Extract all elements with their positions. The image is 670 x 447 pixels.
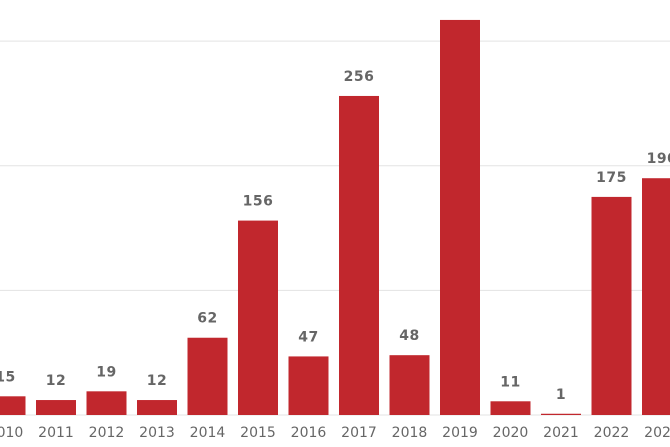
x-tick-label: 2015 — [240, 425, 276, 441]
data-label: 12 — [46, 373, 66, 389]
bar — [36, 400, 76, 415]
x-tick-label: 2010 — [0, 425, 23, 441]
x-tick-label: 2016 — [291, 425, 327, 441]
data-label: 62 — [197, 311, 217, 327]
bar — [541, 413, 581, 415]
bar — [440, 19, 480, 415]
bar — [490, 401, 531, 415]
data-label: 1 — [556, 387, 566, 403]
bar — [339, 95, 379, 415]
data-label: 256 — [344, 69, 375, 85]
x-tick-label: 2023 — [644, 425, 670, 441]
bar — [389, 355, 430, 415]
data-label: 19 — [96, 364, 116, 380]
bar — [86, 391, 127, 415]
x-tick-label: 2011 — [38, 425, 74, 441]
data-label: 48 — [399, 328, 419, 344]
data-label: 15 — [0, 369, 16, 385]
bar — [238, 220, 278, 415]
x-tick-label: 2019 — [442, 425, 478, 441]
x-tick-label: 2013 — [139, 425, 175, 441]
bar — [187, 337, 228, 415]
bar — [591, 196, 632, 415]
x-tick-label: 2014 — [190, 425, 226, 441]
data-label: 175 — [596, 170, 627, 186]
bar — [0, 396, 26, 415]
x-tick-label: 2021 — [543, 425, 579, 441]
x-tick-label: 2012 — [89, 425, 125, 441]
x-tick-label: 2022 — [594, 425, 630, 441]
data-label: 47 — [298, 329, 318, 345]
bar — [642, 178, 670, 415]
data-label: 12 — [147, 373, 167, 389]
bar — [288, 356, 329, 415]
data-label: 190 — [647, 151, 670, 167]
data-label: 156 — [243, 194, 274, 210]
bar — [137, 400, 177, 415]
x-tick-label: 2017 — [341, 425, 377, 441]
data-label: 11 — [500, 374, 520, 390]
x-tick-label: 2018 — [392, 425, 428, 441]
x-tick-label: 2020 — [493, 425, 529, 441]
